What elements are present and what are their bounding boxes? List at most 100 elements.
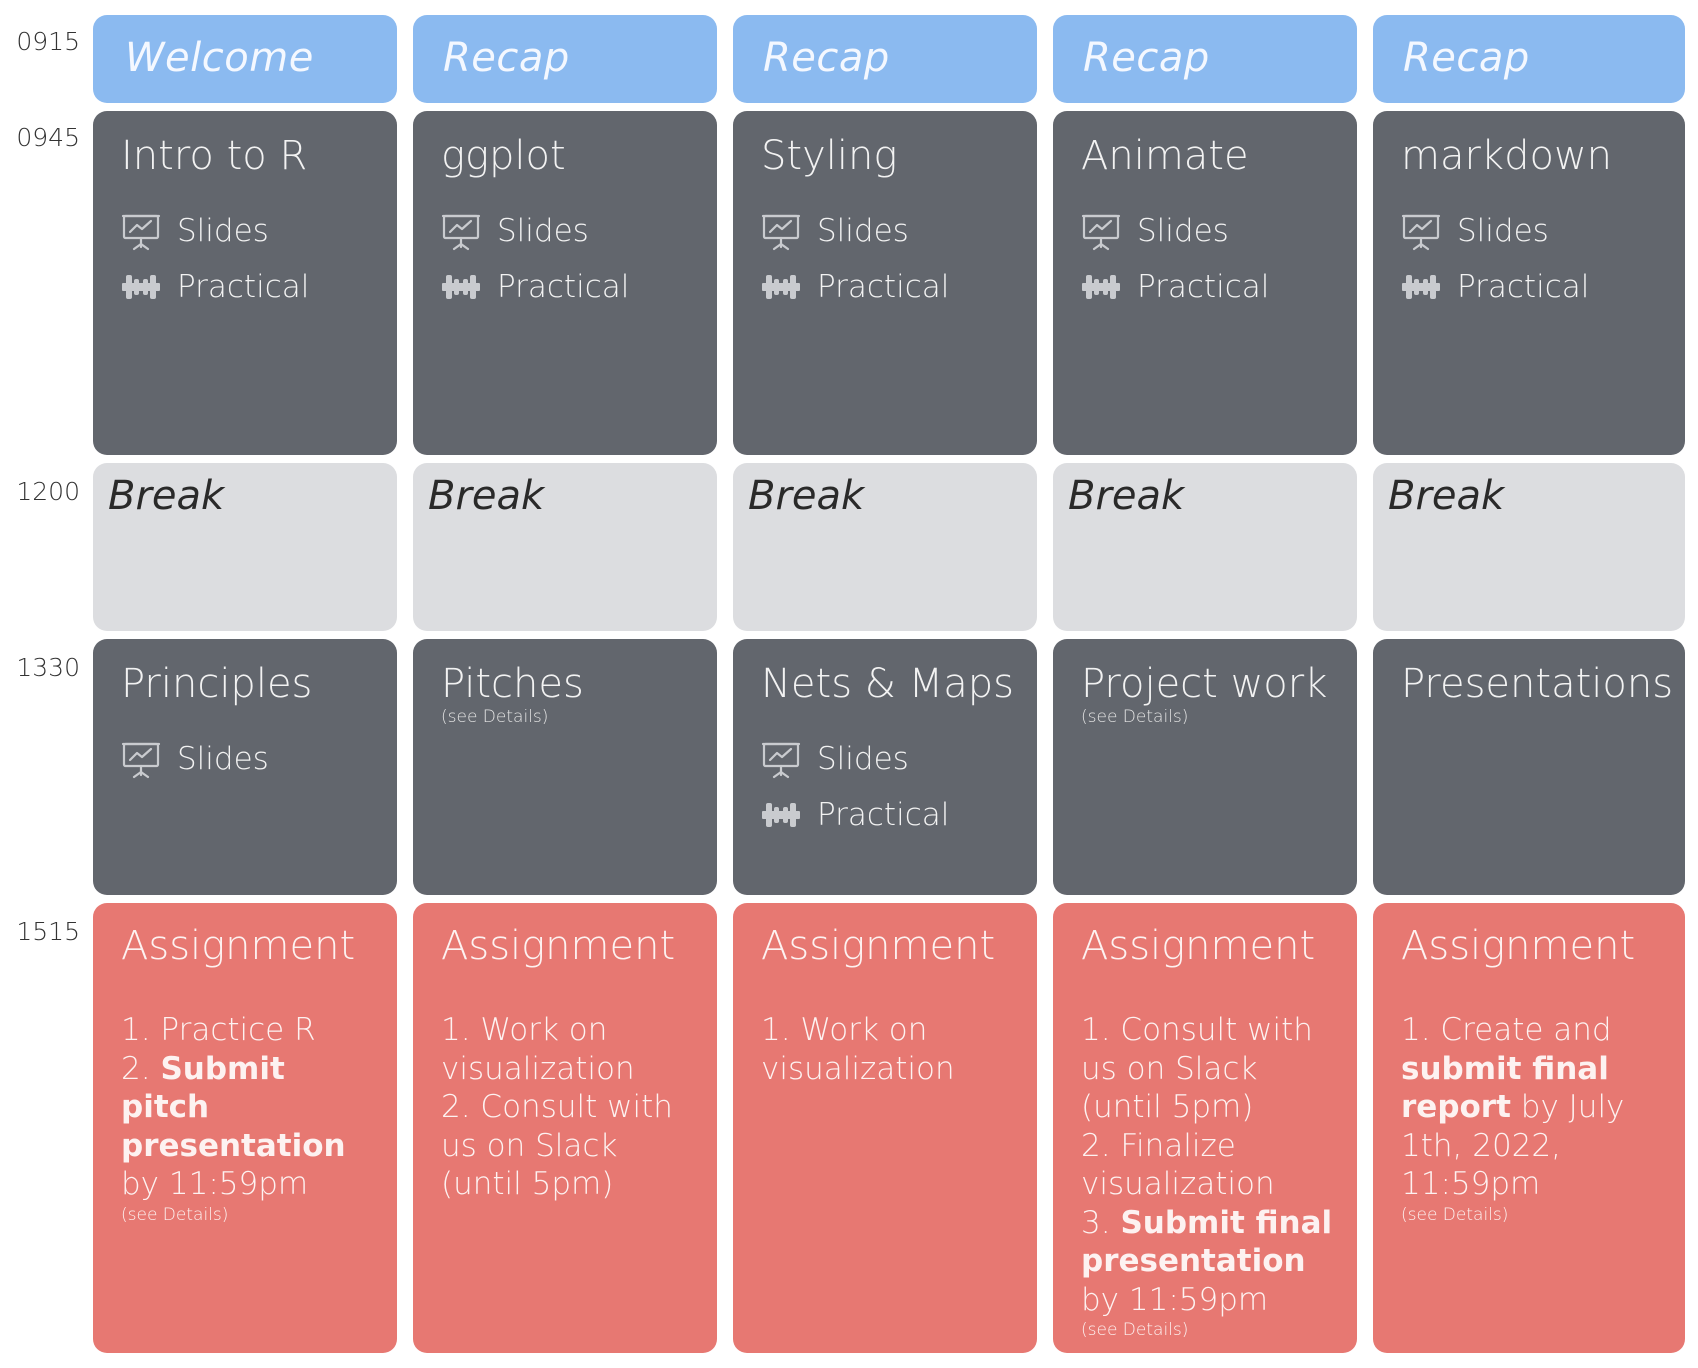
slides-label: Slides: [177, 213, 269, 249]
assignment-item-suffix: by 11:59pm: [121, 1166, 309, 1202]
break-label: Break: [1068, 473, 1185, 519]
session-title: Pitches: [441, 661, 584, 707]
see-details-link[interactable]: (see Details): [1081, 707, 1189, 727]
break-label: Break: [428, 473, 545, 519]
assignment-item-prefix: 3.: [1081, 1204, 1121, 1241]
presentation-icon: [441, 211, 481, 251]
session-title: Animate: [1081, 133, 1249, 179]
time-label-0915: 0915: [16, 27, 80, 56]
practical-label: Practical: [817, 269, 950, 305]
session-card-principles: Principles Slides: [93, 639, 397, 895]
break-card-day1: Break: [93, 463, 397, 631]
slides-link[interactable]: Slides: [1401, 209, 1549, 253]
assignment-item: 2. Finalize visualization: [1081, 1127, 1275, 1203]
session-title: Project work: [1081, 661, 1328, 707]
break-label: Break: [748, 473, 865, 519]
session-card-markdown: markdown Slides Practical: [1373, 111, 1685, 455]
slides-link[interactable]: Slides: [1081, 209, 1229, 253]
assignment-card-day5: Assignment 1. Create and submit final re…: [1373, 903, 1685, 1353]
recap-label: Recap: [763, 35, 890, 81]
session-card-pitches: Pitches (see Details): [413, 639, 717, 895]
session-card-project-work: Project work (see Details): [1053, 639, 1357, 895]
dumbbell-icon: [1081, 267, 1121, 307]
assignment-item-suffix: by July 1th, 2022, 11:59pm: [1401, 1089, 1625, 1202]
session-card-nets-maps: Nets & Maps Slides Practical: [733, 639, 1037, 895]
session-title: Styling: [761, 133, 898, 179]
assignment-item-prefix: 1. Create and: [1401, 1012, 1612, 1048]
assignment-card-day3: Assignment 1. Work on visualization: [733, 903, 1037, 1353]
practical-link[interactable]: Practical: [1401, 265, 1589, 309]
practical-label: Practical: [177, 269, 310, 305]
slides-link[interactable]: Slides: [121, 737, 269, 781]
assignment-title: Assignment: [441, 923, 676, 969]
presentation-icon: [121, 211, 161, 251]
assignment-card-day4: Assignment 1. Consult with us on Slack (…: [1053, 903, 1357, 1353]
assignment-title: Assignment: [121, 923, 356, 969]
session-card-ggplot: ggplot Slides Practical: [413, 111, 717, 455]
assignment-body: 1. Practice R 2. Submit pitch presentati…: [121, 1011, 383, 1226]
presentation-icon: [761, 739, 801, 779]
practical-link[interactable]: Practical: [761, 793, 949, 837]
assignment-title: Assignment: [1081, 923, 1316, 969]
break-label: Break: [108, 473, 225, 519]
assignment-card-day1: Assignment 1. Practice R 2. Submit pitch…: [93, 903, 397, 1353]
practical-label: Practical: [1457, 269, 1590, 305]
slides-link[interactable]: Slides: [121, 209, 269, 253]
break-label: Break: [1388, 473, 1505, 519]
presentation-icon: [761, 211, 801, 251]
slides-label: Slides: [817, 213, 909, 249]
assignment-item-bold: submit final report: [1401, 1050, 1609, 1126]
see-details-link[interactable]: (see Details): [1401, 1204, 1509, 1225]
recap-card-day5[interactable]: Recap: [1373, 15, 1685, 103]
slides-link[interactable]: Slides: [761, 737, 909, 781]
practical-label: Practical: [497, 269, 630, 305]
slides-label: Slides: [177, 741, 269, 777]
slides-label: Slides: [1137, 213, 1229, 249]
break-card-day5: Break: [1373, 463, 1685, 631]
see-details-link[interactable]: (see Details): [121, 1204, 229, 1225]
assignment-body: 1. Work on visualization: [761, 1011, 1023, 1088]
practical-link[interactable]: Practical: [441, 265, 629, 309]
welcome-label: Welcome: [125, 35, 314, 81]
assignment-item: 1. Consult with us on Slack (until 5pm): [1081, 1012, 1313, 1125]
dumbbell-icon: [121, 267, 161, 307]
practical-label: Practical: [817, 797, 950, 833]
assignment-body: 1. Create and submit final report by Jul…: [1401, 1011, 1671, 1226]
assignment-item: 1. Practice R: [121, 1012, 316, 1048]
dumbbell-icon: [441, 267, 481, 307]
break-card-day3: Break: [733, 463, 1037, 631]
recap-card-day3[interactable]: Recap: [733, 15, 1037, 103]
session-title: Presentations: [1401, 661, 1674, 707]
recap-label: Recap: [1083, 35, 1210, 81]
assignment-title: Assignment: [1401, 923, 1636, 969]
presentation-icon: [1081, 211, 1121, 251]
assignment-item: 1. Work on visualization: [761, 1012, 955, 1087]
practical-link[interactable]: Practical: [761, 265, 949, 309]
slides-label: Slides: [817, 741, 909, 777]
session-title: Principles: [121, 661, 313, 707]
see-details-link[interactable]: (see Details): [441, 707, 549, 727]
recap-card-day4[interactable]: Recap: [1053, 15, 1357, 103]
slides-label: Slides: [497, 213, 589, 249]
session-card-animate: Animate Slides Practical: [1053, 111, 1357, 455]
assignment-body: 1. Consult with us on Slack (until 5pm) …: [1081, 1011, 1343, 1341]
practical-label: Practical: [1137, 269, 1270, 305]
practical-link[interactable]: Practical: [121, 265, 309, 309]
time-label-1200: 1200: [16, 477, 80, 506]
time-label-1515: 1515: [16, 917, 80, 946]
welcome-card[interactable]: Welcome: [93, 15, 397, 103]
see-details-link[interactable]: (see Details): [1081, 1320, 1189, 1340]
session-title: Intro to R: [121, 133, 308, 179]
slides-label: Slides: [1457, 213, 1549, 249]
presentation-icon: [121, 739, 161, 779]
session-title: Nets & Maps: [761, 661, 1014, 707]
slides-link[interactable]: Slides: [441, 209, 589, 253]
assignment-item-bold: Submit final presentation: [1081, 1204, 1333, 1280]
session-card-presentations: Presentations: [1373, 639, 1685, 895]
session-card-intro-to-r: Intro to R Slides Practical: [93, 111, 397, 455]
assignment-title: Assignment: [761, 923, 996, 969]
practical-link[interactable]: Practical: [1081, 265, 1269, 309]
slides-link[interactable]: Slides: [761, 209, 909, 253]
session-card-styling: Styling Slides Practical: [733, 111, 1037, 455]
recap-card-day2[interactable]: Recap: [413, 15, 717, 103]
